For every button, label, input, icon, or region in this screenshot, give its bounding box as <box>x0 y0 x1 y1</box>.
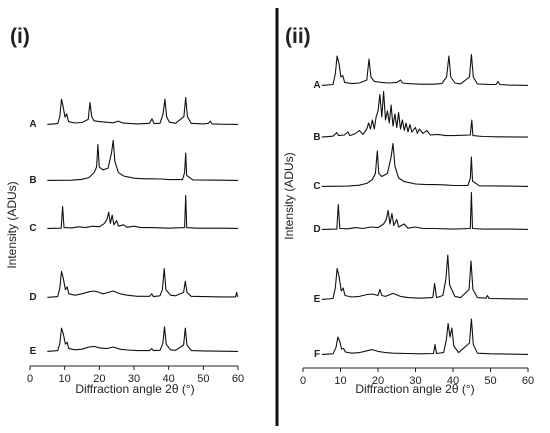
y-axis-title: Intensity (ADUs) <box>282 152 296 239</box>
panel-i: (i) 0 10 20 30 40 50 60 Diffraction angle 2θ (°)… <box>5 25 244 396</box>
x-tick-label: 60 <box>522 375 534 387</box>
diffraction-trace-b <box>47 139 239 181</box>
diffraction-trace-d <box>321 191 529 230</box>
diffraction-trace-c <box>47 194 239 229</box>
x-axis-title: Diffraction angle 2θ (°) <box>75 382 194 396</box>
x-axis-title: Diffraction angle 2θ (°) <box>355 382 474 396</box>
x-tick-label: 50 <box>197 373 209 385</box>
trace-label: C <box>313 181 320 192</box>
trace-label: B <box>29 175 36 186</box>
panel-label: (i) <box>10 25 30 48</box>
diffraction-trace-e <box>321 254 529 300</box>
x-tick-label: 20 <box>372 375 384 387</box>
panel-ii: (ii) 0 10 20 30 40 50 60 Diffraction angle 2θ (°… <box>282 25 534 396</box>
diffraction-trace-e <box>47 326 239 352</box>
panel-label: (ii) <box>285 25 311 48</box>
trace-label: D <box>313 224 320 235</box>
x-tick-label: 10 <box>59 373 71 385</box>
x-tick-label: 30 <box>128 373 140 385</box>
trace-label: C <box>29 223 36 234</box>
trace-label: F <box>314 349 320 360</box>
diffraction-trace-d <box>47 268 239 298</box>
x-tick-label: 0 <box>300 375 306 387</box>
trace-label: E <box>314 294 321 305</box>
x-tick-label: 0 <box>27 373 33 385</box>
diffraction-trace-a <box>47 97 239 125</box>
x-tick-label: 60 <box>232 373 244 385</box>
x-tick-label: 20 <box>93 373 105 385</box>
diffraction-trace-a <box>321 53 529 86</box>
x-tick-label: 40 <box>447 375 459 387</box>
diffraction-trace-b <box>321 90 529 138</box>
x-tick-label: 40 <box>163 373 175 385</box>
x-tick-label: 10 <box>334 375 346 387</box>
y-axis-title: Intensity (ADUs) <box>5 181 19 268</box>
trace-label: D <box>29 292 36 303</box>
x-tick-label: 50 <box>484 375 496 387</box>
trace-label: B <box>313 132 320 143</box>
trace-label: A <box>29 119 36 130</box>
trace-label: A <box>313 80 320 91</box>
x-tick-label: 30 <box>409 375 421 387</box>
diffraction-trace-c <box>321 142 529 187</box>
trace-label: E <box>30 346 37 357</box>
diffraction-trace-f <box>321 318 529 355</box>
